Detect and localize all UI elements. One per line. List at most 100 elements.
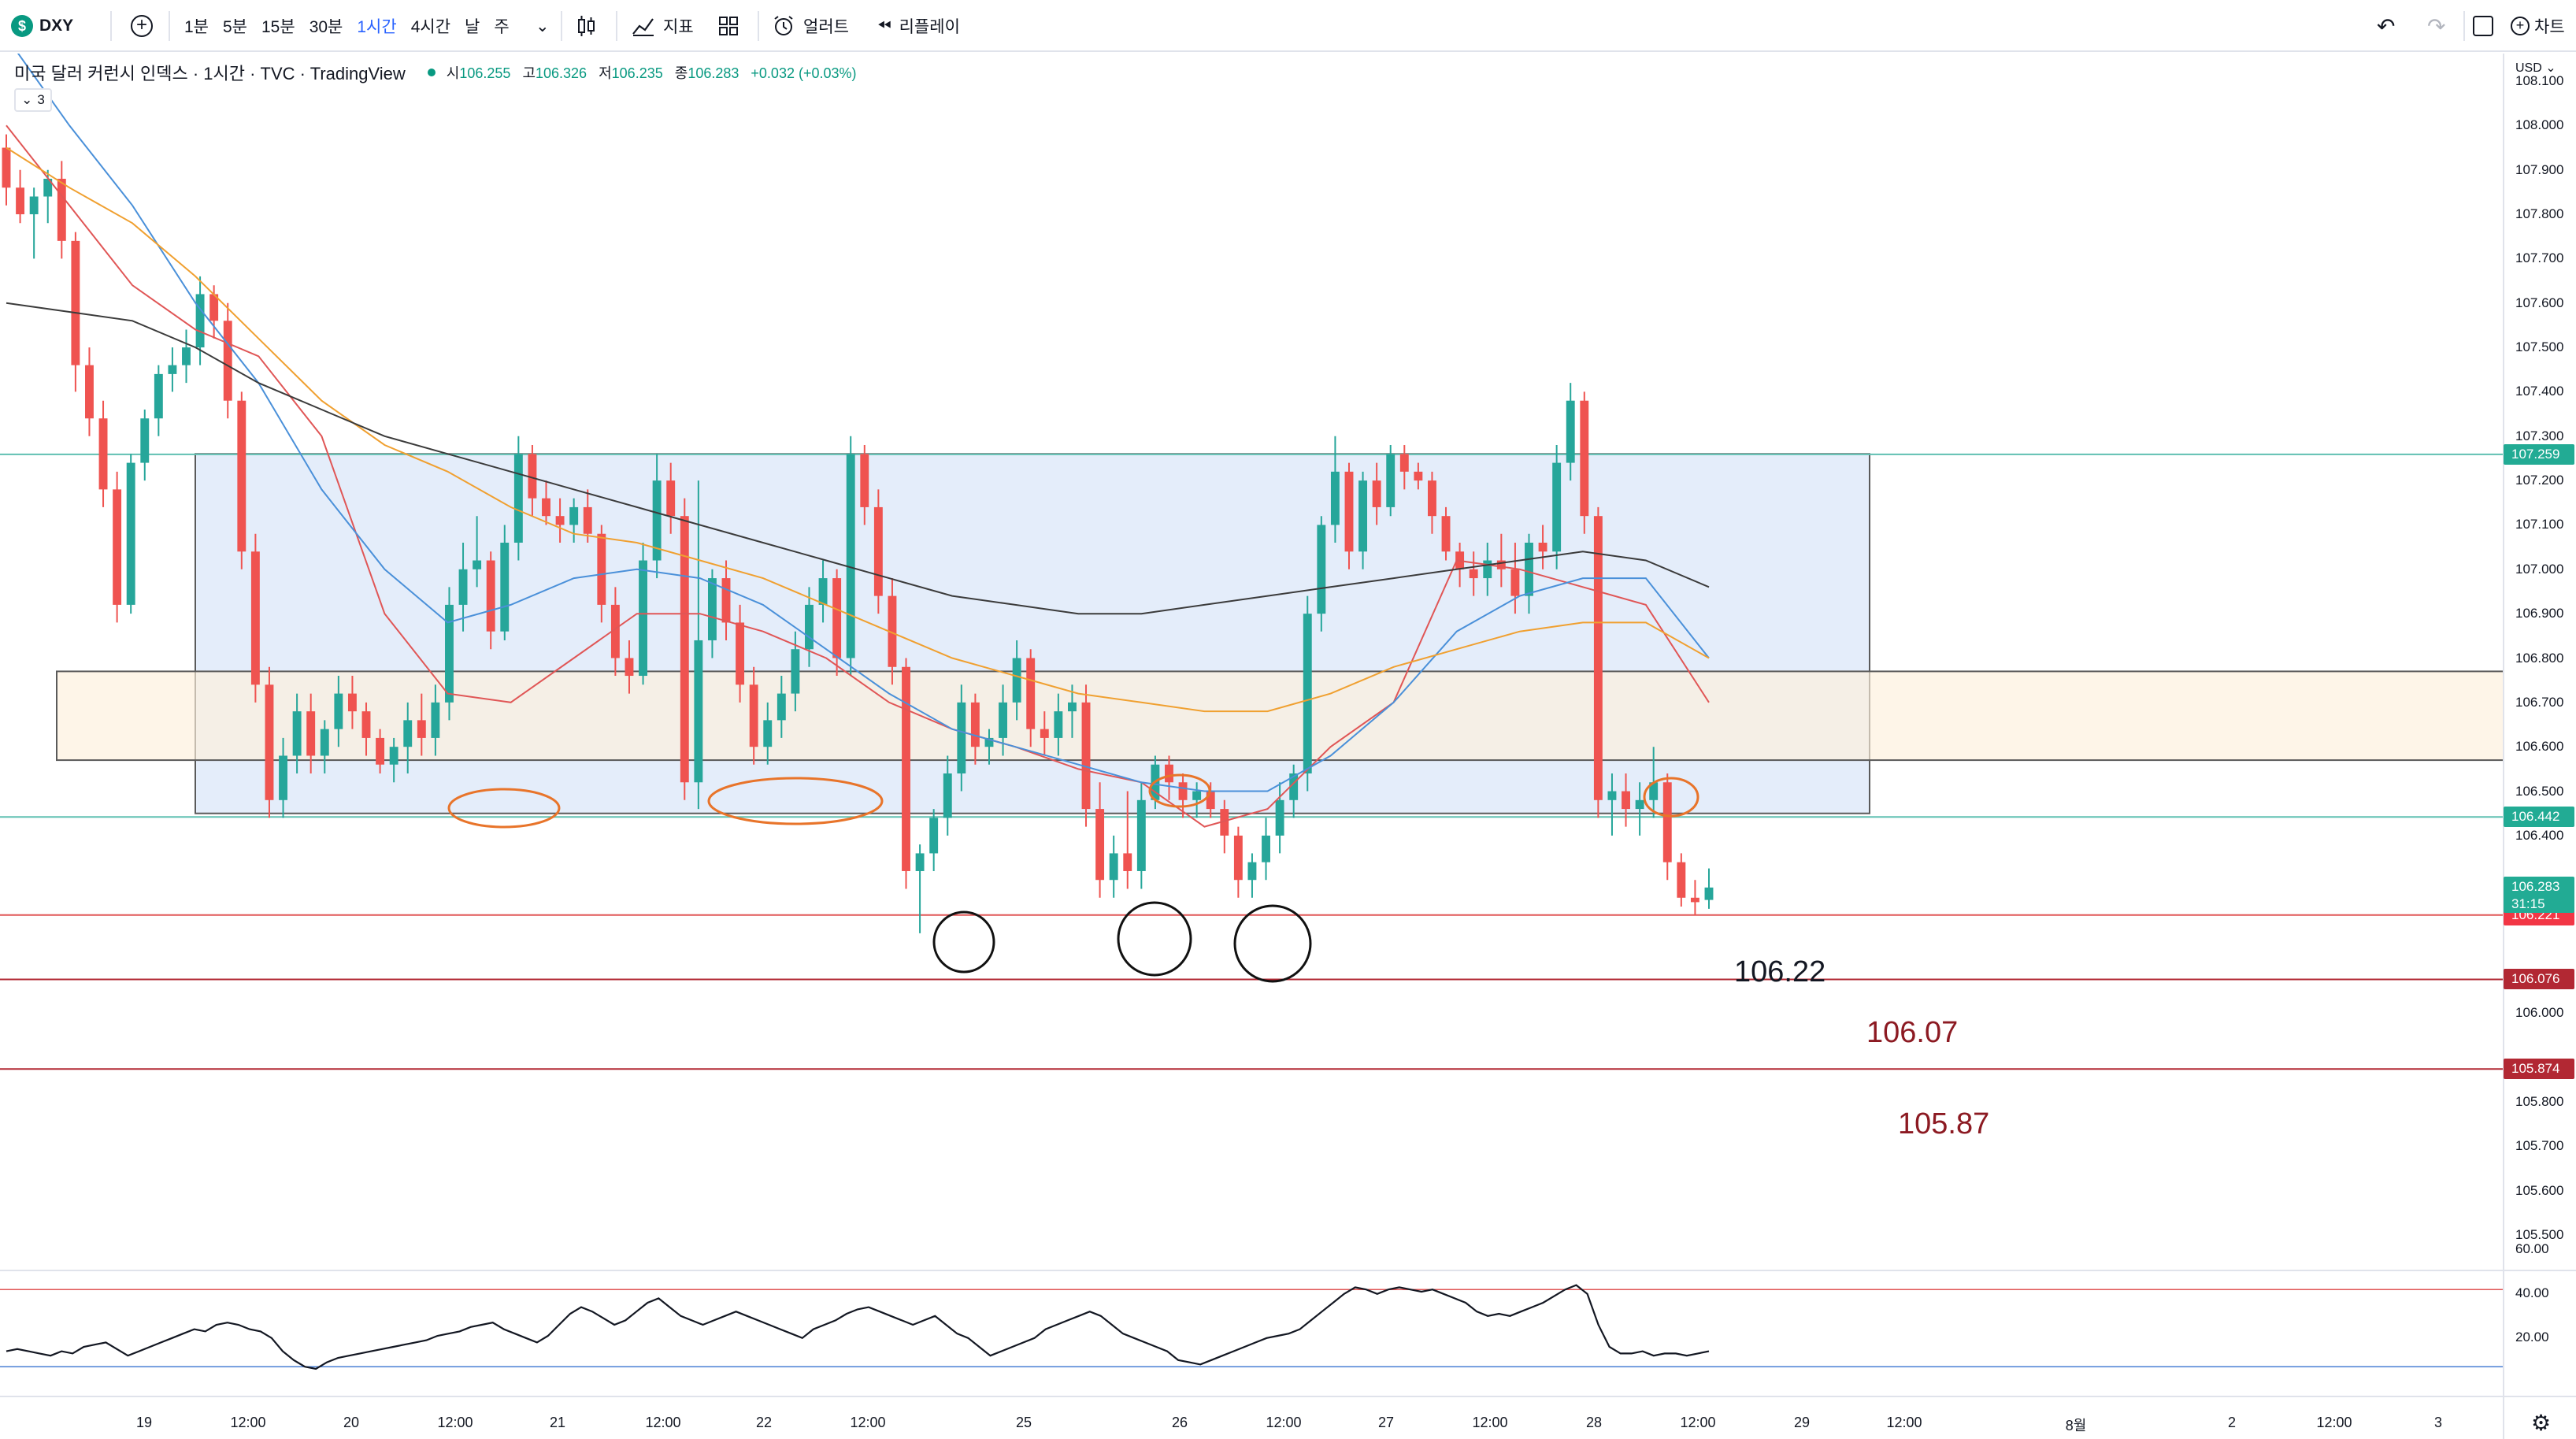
alert-button[interactable]: 얼러트	[772, 0, 849, 52]
candle-body	[1220, 809, 1229, 836]
time-tick-10: 12:00	[1266, 1415, 1302, 1430]
layouts-button[interactable]	[718, 0, 739, 52]
candle-body	[666, 480, 676, 517]
candle-body	[98, 418, 108, 490]
candle	[237, 391, 246, 569]
candle	[1677, 853, 1686, 907]
candle-body	[1538, 543, 1547, 552]
currency-unit-select[interactable]: USD ⌄	[2515, 61, 2556, 75]
interval-4[interactable]: 1시간	[357, 18, 397, 36]
indicator-collapse-toggle[interactable]: ⌄ 3	[14, 88, 52, 112]
oscillator-pane[interactable]	[0, 1277, 2504, 1395]
annotation-105-87[interactable]: 105.87	[1898, 1107, 1990, 1140]
candle-body	[1399, 454, 1409, 472]
candle	[555, 498, 565, 543]
candle-body	[999, 702, 1008, 738]
replay-button[interactable]: ⏪︎ 리플레이	[877, 0, 960, 52]
candle-body	[1330, 471, 1340, 525]
undo-icon: ↶	[2377, 13, 2396, 39]
candle	[721, 560, 731, 640]
interval-1[interactable]: 5분	[223, 18, 247, 36]
time-tick-11: 27	[1377, 1415, 1395, 1430]
candle-body	[1206, 791, 1215, 810]
candle	[71, 232, 80, 392]
chart-label: 차트	[2534, 18, 2565, 36]
osc-tick-2: 20.00	[2515, 1330, 2549, 1344]
candle	[265, 666, 274, 818]
candle-body	[1649, 782, 1659, 800]
price-tick-2: 107.900	[2515, 161, 2564, 177]
candle	[1109, 835, 1118, 898]
price-tick-16: 106.500	[2515, 783, 2564, 799]
undo-button[interactable]: ↶	[2377, 0, 2395, 52]
candle-body	[763, 720, 773, 747]
candle	[29, 187, 39, 259]
candle-body	[1054, 711, 1063, 738]
time-tick-12: 12:00	[1472, 1415, 1508, 1430]
candle-body	[403, 720, 413, 747]
last-price-badge: 106.283 31:15	[2504, 876, 2574, 913]
candle-body	[1123, 853, 1132, 871]
black-circle-2	[1233, 904, 1312, 983]
interval-3[interactable]: 30분	[309, 18, 343, 36]
annotation-106-22[interactable]: 106.22	[1734, 955, 1826, 988]
candle	[403, 702, 413, 773]
candle	[736, 604, 745, 703]
candle	[1136, 782, 1146, 889]
candle-body	[970, 702, 980, 747]
candle	[1690, 880, 1699, 916]
alarm-clock-icon	[774, 16, 793, 35]
candle-body	[943, 773, 952, 818]
symbol-search[interactable]: $ DXY	[11, 0, 73, 52]
candle-body	[1607, 791, 1617, 800]
candle-body	[1441, 516, 1451, 552]
interval-0[interactable]: 1분	[184, 18, 209, 36]
indicators-button[interactable]: 지표	[632, 0, 694, 52]
candle	[1428, 471, 1436, 534]
candle-body	[1275, 799, 1284, 836]
redo-button[interactable]: ↷	[2427, 0, 2445, 52]
legend-title[interactable]: 미국 달러 커런시 인덱스 · 1시간 · TVC · TradingView	[14, 64, 406, 83]
price-level-badge-3: 106.076	[2504, 969, 2574, 990]
chart-properties-button[interactable]: + 차트	[2511, 0, 2565, 52]
interval-5[interactable]: 4시간	[410, 18, 451, 36]
interval-7[interactable]: 주	[494, 18, 510, 36]
rewind-icon: ⏪︎	[877, 16, 891, 35]
candle-body	[555, 516, 565, 525]
candle-body	[417, 720, 426, 738]
candle	[126, 454, 135, 614]
ohlc-values: 시106.255 고106.326 저106.235 종106.283 +0.0…	[446, 65, 857, 81]
candle	[57, 161, 66, 259]
osc-tick-0: 60.00	[2515, 1241, 2549, 1256]
candle-body	[85, 365, 94, 419]
candle-body	[610, 604, 620, 658]
price-tick-0: 108.100	[2515, 73, 2564, 88]
price-tick-15: 106.600	[2515, 739, 2564, 755]
candle-body	[528, 454, 537, 499]
candle-body	[915, 853, 925, 871]
settings-gear-icon[interactable]: ⚙	[2531, 1411, 2552, 1435]
candle-body	[1067, 702, 1077, 712]
interval-dropdown-chevron-icon[interactable]: ⌄	[536, 17, 550, 35]
candle-body	[569, 506, 579, 525]
interval-6[interactable]: 날	[465, 18, 480, 36]
annotation-106-07[interactable]: 106.07	[1866, 1016, 1959, 1049]
indicators-icon	[632, 18, 654, 36]
chart-area[interactable]	[0, 54, 2576, 1439]
candle-body	[1690, 897, 1699, 903]
time-tick-1: 12:00	[230, 1415, 266, 1430]
candle-body	[1372, 480, 1381, 507]
candle	[1095, 782, 1105, 898]
candle-body	[805, 604, 814, 650]
candle	[85, 347, 94, 436]
compare-add-button[interactable]: +	[131, 0, 153, 52]
fullscreen-button[interactable]	[2473, 0, 2493, 52]
chart-type-button[interactable]	[576, 0, 597, 52]
candle	[1067, 684, 1077, 738]
interval-2[interactable]: 15분	[261, 18, 295, 36]
candle	[1330, 436, 1340, 543]
price-tick-7: 107.400	[2515, 384, 2564, 399]
price-chart[interactable]	[0, 54, 2504, 1439]
price-level-badge-0: 107.259	[2504, 443, 2574, 465]
pane-separator[interactable]	[0, 1270, 2576, 1271]
